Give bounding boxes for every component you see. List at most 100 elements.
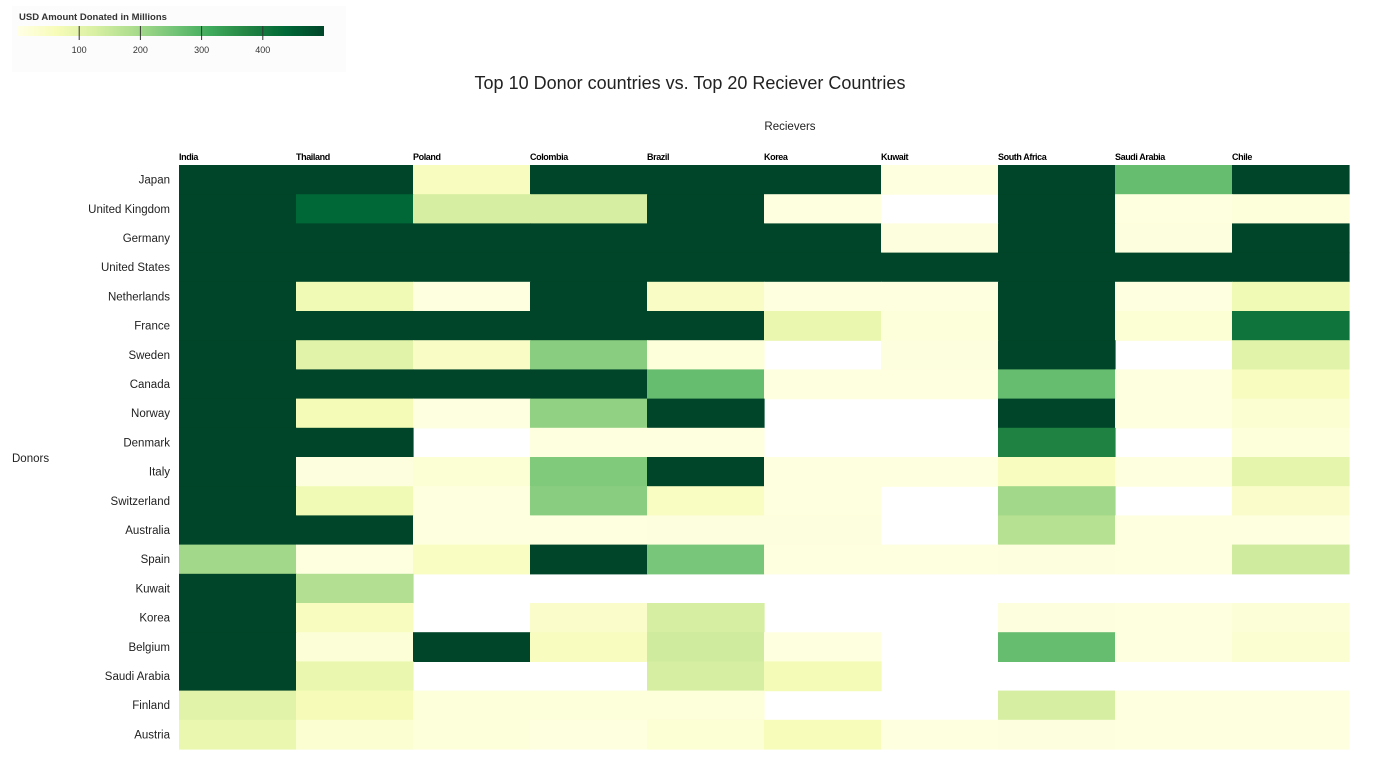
heatmap-cell <box>413 194 531 224</box>
y-tick-label: Sweden <box>128 350 170 362</box>
y-axis-label: Donors <box>12 453 49 465</box>
heatmap-cell <box>179 369 297 400</box>
heatmap-cell <box>881 281 999 312</box>
heatmap-cell <box>179 427 297 458</box>
heatmap-cell <box>296 719 414 750</box>
heatmap-cell <box>1115 165 1233 195</box>
heatmap-cell <box>1232 281 1350 312</box>
heatmap-cell <box>179 661 297 692</box>
heatmap-cell <box>764 252 882 283</box>
x-tick-label: South Africa <box>998 152 1048 162</box>
heatmap-cell <box>1232 223 1350 254</box>
y-tick-label: Australia <box>125 525 170 537</box>
heatmap-cell <box>1232 603 1350 633</box>
heatmap-cell <box>530 603 648 633</box>
heatmap-cell <box>413 165 531 195</box>
x-tick-label: Colombia <box>530 152 569 162</box>
legend-tick-label: 400 <box>255 45 270 55</box>
heatmap-cell <box>179 223 297 254</box>
x-tick-label: India <box>179 152 199 162</box>
heatmap-cell <box>530 544 648 575</box>
heatmap-cell <box>296 398 414 429</box>
heatmap-cell <box>296 340 414 370</box>
heatmap-cell <box>647 690 765 721</box>
y-tick-label: Spain <box>141 554 170 566</box>
heatmap-cell <box>647 457 765 487</box>
y-tick-label: Italy <box>149 467 170 479</box>
heatmap-cell <box>647 632 765 662</box>
heatmap-cell <box>647 165 765 195</box>
heatmap-cell <box>1115 544 1233 575</box>
heatmap-cell <box>998 632 1116 662</box>
heatmap-cell <box>179 340 297 370</box>
heatmap-cell <box>413 398 531 429</box>
heatmap-cell <box>647 486 765 516</box>
heatmap-cell <box>413 457 531 487</box>
heatmap-cell <box>530 369 648 400</box>
heatmap-cell <box>413 369 531 400</box>
heatmap-cell <box>764 369 882 400</box>
y-tick-labels: Japan United Kingdom Germany United States N… <box>88 175 171 742</box>
heatmap-cell <box>764 311 882 341</box>
heatmap-cell <box>998 457 1116 487</box>
heatmap-cell <box>413 544 531 575</box>
heatmap-cell <box>1115 281 1233 312</box>
heatmap-cell <box>998 690 1116 721</box>
heatmap-cell <box>764 719 882 750</box>
heatmap-cell <box>413 719 531 750</box>
heatmap-cell <box>647 223 765 254</box>
legend-gradient-bar <box>18 26 324 36</box>
heatmap-cell <box>530 515 648 546</box>
heatmap-cell <box>1232 252 1350 283</box>
heatmap-cell <box>998 427 1116 458</box>
heatmap-cell <box>179 398 297 429</box>
heatmap-cell <box>530 427 648 458</box>
heatmap-cell <box>881 252 999 283</box>
heatmap-cell <box>413 311 531 341</box>
heatmap-cell <box>647 603 765 633</box>
heatmap-cell <box>179 252 297 283</box>
heatmap-cell <box>998 544 1116 575</box>
legend-scale: 100 200 300 400 <box>18 26 324 55</box>
heatmap-cell <box>647 281 765 312</box>
x-tick-label: Korea <box>764 152 789 162</box>
heatmap-cell <box>998 603 1116 633</box>
y-tick-label: Korea <box>139 613 170 625</box>
heatmap-cell <box>413 252 531 283</box>
heatmap-cell <box>413 340 531 370</box>
heatmap-cell <box>881 311 999 341</box>
heatmap-cell <box>1232 719 1350 750</box>
heatmap-cell <box>296 369 414 400</box>
heatmap-cell <box>998 281 1116 312</box>
x-tick-label: Kuwait <box>881 152 909 162</box>
heatmap-cell <box>881 340 999 370</box>
heatmap-cell <box>296 194 414 224</box>
legend-title: USD Amount Donated in Millions <box>19 12 167 23</box>
heatmap-cell <box>296 661 414 692</box>
heatmap-cell <box>530 486 648 516</box>
heatmap-cell <box>764 661 882 692</box>
heatmap-cell <box>413 690 531 721</box>
heatmap-cell <box>764 457 882 487</box>
heatmap-cell <box>413 515 531 546</box>
heatmap-cell <box>647 427 765 458</box>
heatmap-cell <box>881 369 999 400</box>
heatmap-cell <box>296 427 414 458</box>
y-tick-label: France <box>134 321 170 333</box>
heatmap-cell <box>764 632 882 662</box>
heatmap-cell <box>296 223 414 254</box>
heatmap-cell <box>881 457 999 487</box>
heatmap-cell <box>1232 194 1350 224</box>
heatmap-cell <box>296 486 414 516</box>
heatmap-cell <box>1232 165 1350 195</box>
heatmap-cell <box>998 719 1116 750</box>
heatmap-cell <box>179 165 297 195</box>
heatmap-cell <box>1232 544 1350 575</box>
y-tick-label: Japan <box>139 175 170 187</box>
heatmap-cell <box>296 603 414 633</box>
y-tick-label: Switzerland <box>111 496 170 508</box>
heatmap-cell <box>179 573 297 604</box>
x-tick-label: Poland <box>413 152 441 162</box>
heatmap-cell <box>998 486 1116 516</box>
heatmap-cell <box>1115 632 1233 662</box>
